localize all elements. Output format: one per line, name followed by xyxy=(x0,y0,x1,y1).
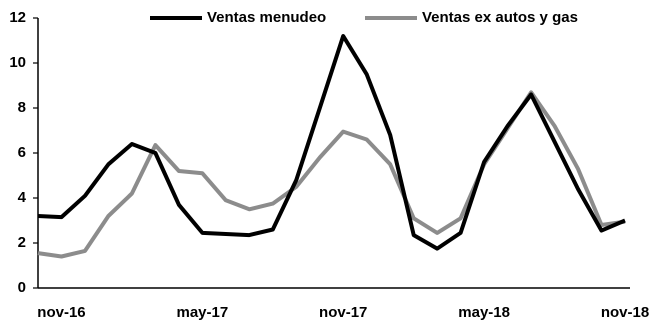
y-tick-label: 8 xyxy=(18,99,26,116)
series-line xyxy=(37,90,626,259)
series-line xyxy=(37,34,626,251)
x-tick-label: nov-16 xyxy=(37,304,85,321)
legend-label: Ventas menudeo xyxy=(207,9,326,26)
y-tick-label: 10 xyxy=(9,54,26,71)
x-tick-label: nov-17 xyxy=(319,304,367,321)
legend-label: Ventas ex autos y gas xyxy=(422,9,578,26)
x-tick-label: may-18 xyxy=(458,304,510,321)
y-tick-label: 6 xyxy=(18,144,26,161)
y-tick-label: 2 xyxy=(18,234,26,251)
x-tick-label: nov-18 xyxy=(601,304,649,321)
y-tick-label: 12 xyxy=(9,9,26,26)
y-tick-label: 4 xyxy=(18,189,27,206)
x-tick-label: may-17 xyxy=(177,304,229,321)
y-tick-label: 0 xyxy=(18,279,26,296)
